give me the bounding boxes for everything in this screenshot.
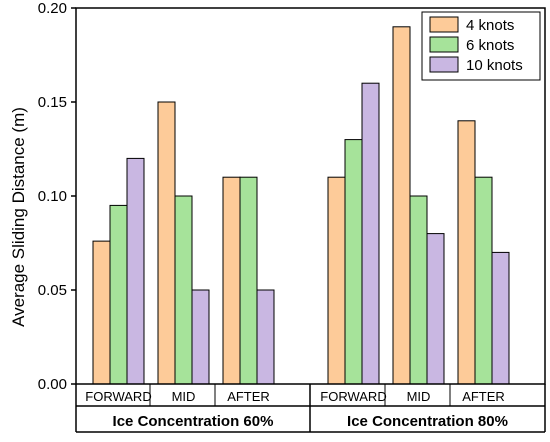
bar-6-knots-1 xyxy=(174,195,193,385)
bar-10-knots-4 xyxy=(426,233,445,385)
y-tick-label: 0.00 xyxy=(38,376,67,393)
group-label: Ice Concentration 60% xyxy=(113,413,274,430)
legend-swatch xyxy=(429,36,459,53)
legend: 4 knots 6 knots 10 knots xyxy=(421,11,541,81)
y-tick-label: 0.10 xyxy=(38,188,67,205)
legend-swatch xyxy=(429,56,459,73)
bar-10-knots-3 xyxy=(361,82,380,385)
y-tick-label: 0.15 xyxy=(38,94,67,111)
bar-6-knots-2 xyxy=(239,176,258,385)
legend-label: 6 knots xyxy=(466,37,514,54)
bar-4-knots-2 xyxy=(222,176,241,385)
y-axis-title: Average Sliding Distance (m) xyxy=(9,107,28,327)
bar-4-knots-4 xyxy=(392,26,411,385)
category-label: FORWARD xyxy=(320,389,386,404)
category-label: AFTER xyxy=(462,389,505,404)
bar-10-knots-2 xyxy=(256,289,275,385)
category-label: MID xyxy=(407,389,431,404)
y-tick-label: 0.20 xyxy=(38,0,67,17)
legend-label: 4 knots xyxy=(466,17,514,34)
bar-6-knots-3 xyxy=(344,139,363,385)
bar-6-knots-5 xyxy=(474,176,493,385)
bar-10-knots-1 xyxy=(191,289,210,385)
bar-6-knots-4 xyxy=(409,195,428,385)
group-label: Ice Concentration 80% xyxy=(347,413,508,430)
category-label: FORWARD xyxy=(85,389,151,404)
bar-4-knots-1 xyxy=(157,101,176,385)
bar-4-knots-0 xyxy=(92,240,111,385)
bars-layer xyxy=(92,26,510,385)
legend-label: 10 knots xyxy=(466,57,523,74)
bar-6-knots-0 xyxy=(109,204,128,385)
category-label: MID xyxy=(172,389,196,404)
category-label: AFTER xyxy=(227,389,270,404)
bar-4-knots-5 xyxy=(457,120,476,385)
bar-4-knots-3 xyxy=(327,176,346,385)
legend-swatch xyxy=(429,16,459,33)
axes-layer: 0.00 0.05 0.10 0.15 0.20 FORWARD MID AFTER FORWA… xyxy=(38,0,546,433)
y-tick-label: 0.05 xyxy=(38,282,67,299)
bar-10-knots-0 xyxy=(126,157,145,385)
bar-10-knots-5 xyxy=(491,251,510,385)
